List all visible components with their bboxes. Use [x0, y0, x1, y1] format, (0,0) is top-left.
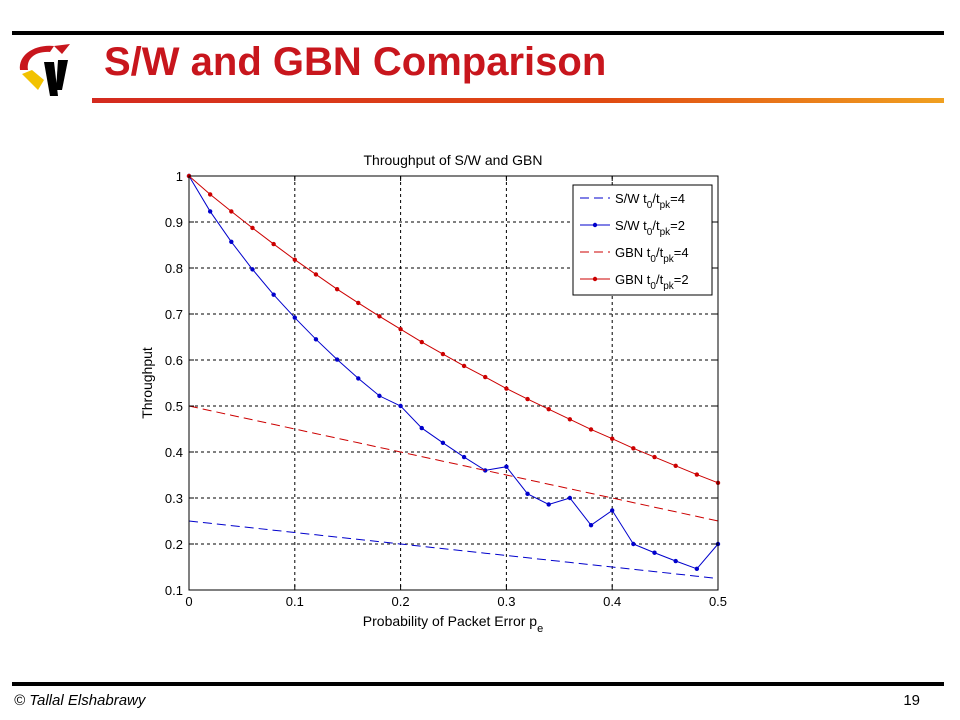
series-point-3: [504, 386, 509, 391]
series-point-1: [504, 464, 509, 469]
title-underline: [92, 98, 944, 103]
series-line-0: [188, 520, 719, 579]
x-tick-label: 0.4: [603, 594, 621, 609]
series-point-1: [377, 393, 382, 399]
series-point-3: [546, 407, 551, 412]
series-point-1: [207, 209, 213, 214]
series-line-1: [188, 175, 719, 570]
series-point-1: [483, 468, 488, 473]
series-point-1: [652, 550, 657, 555]
university-logo-icon: [19, 44, 70, 96]
series-point-3: [652, 454, 657, 460]
series-point-1: [673, 558, 678, 564]
x-axis-label-sub: e: [537, 623, 543, 635]
series-point-3: [440, 351, 446, 357]
y-tick-label: 0.6: [165, 353, 183, 368]
x-tick-label: 0.1: [286, 594, 304, 609]
series-point-1: [356, 376, 361, 381]
series-point-1: [588, 522, 594, 528]
x-tick-label: 0.3: [497, 594, 515, 609]
legend: S/W t0/tpk=4 S/W t0/tpk=2 GBN t0/tpk=4 GBN …: [572, 184, 713, 296]
series-point-1: [440, 440, 446, 445]
series-point-1: [567, 495, 573, 501]
throughput-chart: Throughput of S/W and GBN 0 0.1 0.2 0.3 0.4 0…: [139, 152, 727, 635]
page-number: 19: [903, 692, 920, 709]
series-point-3: [398, 326, 403, 332]
plot-frame: [188, 175, 719, 591]
legend-label: S/W t0/tpk=4: [615, 191, 685, 211]
series-point-1: [334, 357, 340, 362]
series-point-3: [610, 436, 615, 441]
series-point-3: [271, 241, 276, 247]
series-point-3: [631, 446, 636, 451]
series-point-1: [313, 337, 319, 342]
y-tick-label: 0.2: [165, 537, 183, 552]
legend-label: S/W t0/tpk=2: [615, 218, 685, 238]
y-tick-label: 0.9: [165, 215, 183, 230]
y-tick-label: 0.7: [165, 307, 183, 322]
series-point-3: [313, 272, 319, 277]
series-point-3: [377, 314, 382, 319]
series-point-3: [356, 300, 361, 306]
series-point-3: [567, 417, 573, 422]
y-tick-label: 0.4: [165, 445, 183, 460]
series-point-1: [250, 267, 255, 272]
series-point-3: [419, 339, 424, 345]
footer-copyright: © Tallal Elshabrawy: [14, 692, 146, 709]
tick-layer: 0 0.1 0.2 0.3 0.4 0.50.10.20.30.40.50.60.70.8…: [165, 169, 727, 609]
series-point-3: [588, 427, 594, 432]
top-rule: [12, 31, 944, 35]
series-point-1: [610, 508, 615, 513]
x-tick-label: 0: [185, 594, 192, 609]
series-point-3: [207, 192, 213, 197]
series-layer: [186, 173, 721, 579]
x-tick-label: 0.2: [392, 594, 410, 609]
series-point-3: [229, 209, 234, 214]
series-point-3: [525, 396, 530, 402]
chart-title: Throughput of S/W and GBN: [364, 152, 543, 168]
series-line-3: [188, 175, 719, 484]
y-tick-label: 0.3: [165, 491, 183, 506]
series-point-3: [673, 463, 678, 468]
series-point-1: [461, 454, 467, 460]
bottom-rule: [12, 682, 944, 686]
legend-marker: [592, 276, 598, 282]
series-point-1: [419, 425, 424, 431]
x-tick-label: 0.5: [709, 594, 727, 609]
x-axis-label: Probability of Packet Error pe: [363, 613, 543, 635]
slide-title: S/W and GBN Comparison: [104, 40, 607, 84]
grid-layer: [189, 176, 718, 590]
y-tick-label: 0.5: [165, 399, 183, 414]
y-axis-label: Throughput: [139, 347, 155, 419]
series-point-3: [694, 472, 700, 477]
series-point-3: [483, 374, 488, 380]
y-tick-label: 0.1: [165, 583, 183, 598]
series-point-3: [334, 286, 340, 292]
series-line-2: [188, 405, 719, 522]
x-axis-label-text: Probability of Packet Error p: [363, 613, 538, 629]
series-point-1: [525, 491, 530, 497]
series-point-1: [631, 541, 636, 547]
series-point-1: [694, 566, 700, 572]
series-point-1: [271, 292, 276, 297]
series-point-3: [292, 257, 297, 262]
series-point-3: [250, 225, 255, 231]
legend-box: [572, 184, 713, 296]
y-tick-label: 0.8: [165, 261, 183, 276]
legend-marker: [592, 222, 598, 228]
series-point-3: [461, 363, 467, 369]
series-point-1: [292, 315, 297, 320]
y-tick-label: 1: [176, 169, 183, 184]
series-point-1: [229, 239, 234, 244]
legend-label: GBN t0/tpk=4: [615, 245, 689, 265]
legend-label: GBN t0/tpk=2: [615, 272, 689, 292]
series-point-1: [546, 502, 551, 507]
series-point-1: [398, 403, 403, 409]
